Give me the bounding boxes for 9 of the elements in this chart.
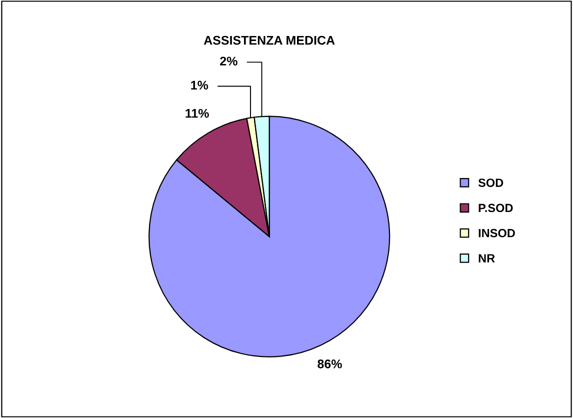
data-label: 11% [186,108,209,118]
data-label: 86% [318,359,342,368]
legend-label: INSOD [478,228,515,238]
data-label: 1% [191,80,208,90]
chart-title: ASSISTENZA MEDICA [204,36,335,45]
legend-label: NR [478,254,495,262]
legend-label: SOD [478,178,504,187]
data-label: 2% [220,56,238,66]
legend-label: P.SOD [478,204,513,212]
